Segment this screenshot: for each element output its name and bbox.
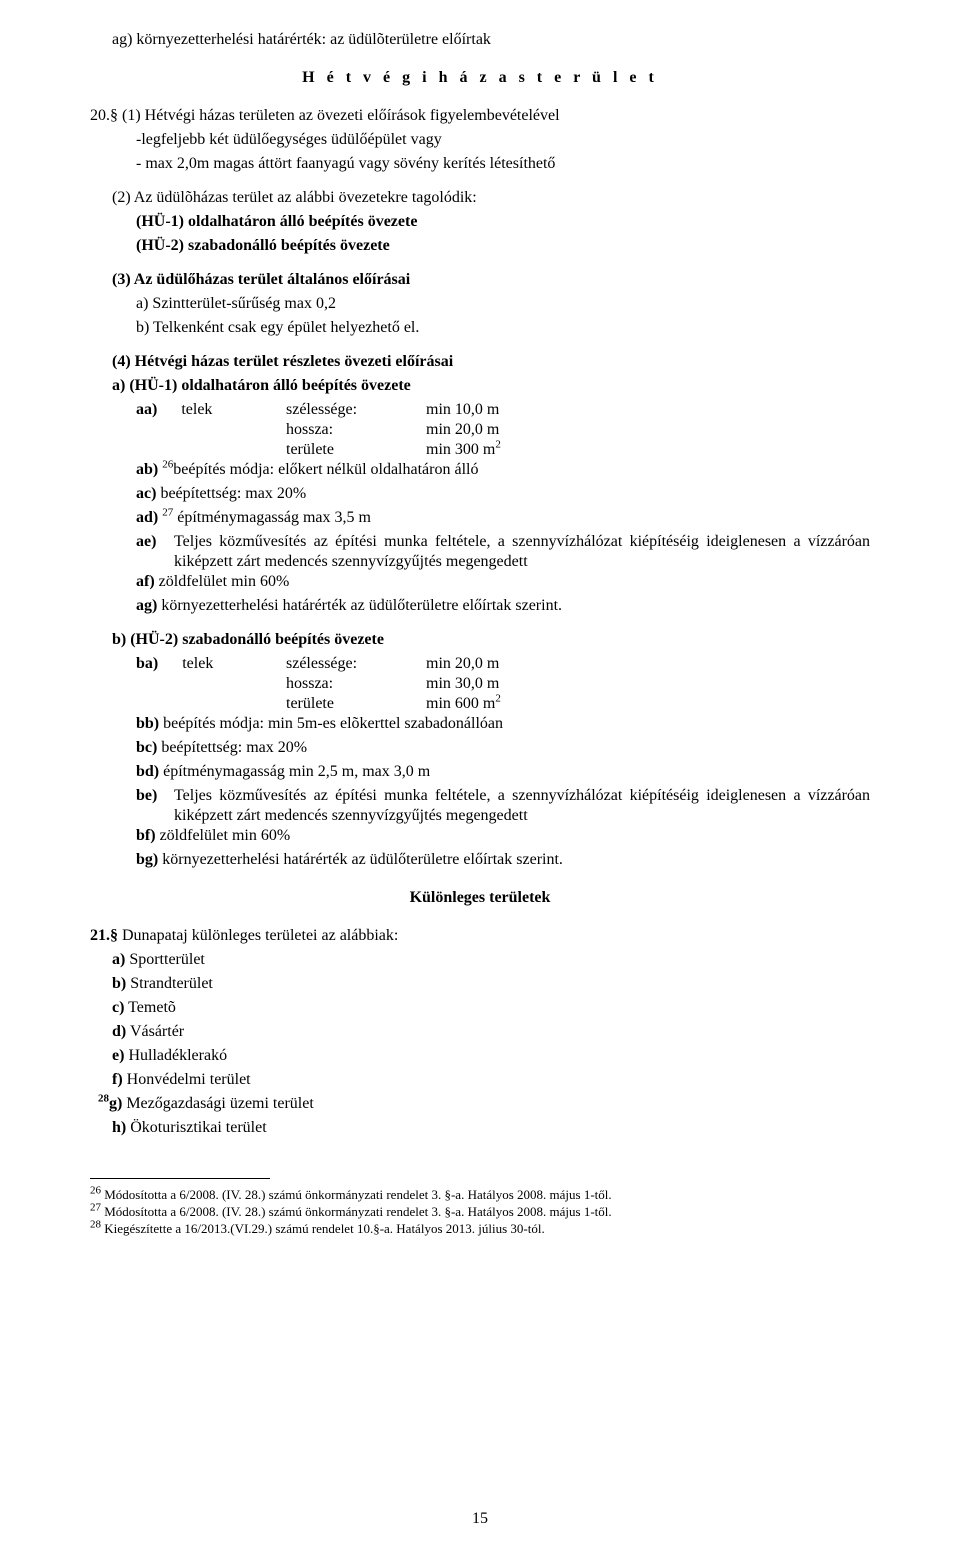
hu2-row-szelessege: ba) telek szélessége: min 20,0 m <box>90 654 870 674</box>
key: szélessége: <box>286 654 426 674</box>
s20-p3: (3) Az üdülőházas terület általános előí… <box>90 270 870 290</box>
text: ag) környezetterhelési határérték: az üd… <box>112 30 870 50</box>
hu1-ad: ad) 27 építménymagasság max 3,5 m <box>90 508 870 528</box>
val: min 600 m2 <box>426 694 870 714</box>
s20-p3-b: b) Telkenként csak egy épület helyezhető… <box>90 318 870 338</box>
hu2-bg: bg) környezetterhelési határérték az üdü… <box>90 850 870 870</box>
hu2-be: be) Teljes közművesítés az építési munka… <box>90 786 870 826</box>
label-be: be) <box>136 786 174 826</box>
hu1-row-szelessege: aa) telek szélessége: min 10,0 m <box>90 400 870 420</box>
s21-g: 28g) Mezőgazdasági üzemi terület <box>90 1094 870 1114</box>
section-heading-hetvegi: H é t v é g i h á z a s t e r ü l e t <box>90 68 870 88</box>
footnote-26: 26 Módosította a 6/2008. (IV. 28.) számú… <box>90 1187 870 1204</box>
hu2-row-terulete: területe min 600 m2 <box>90 694 870 714</box>
val: min 20,0 m <box>426 420 870 440</box>
s21-a: a) Sportterület <box>90 950 870 970</box>
hu1-ag: ag) környezetterhelési határérték az üdü… <box>90 596 870 616</box>
hu2-row-hossza: hossza: min 30,0 m <box>90 674 870 694</box>
label-ba: ba) <box>136 655 158 672</box>
hu1-af: af) zöldfelület min 60% <box>90 572 870 592</box>
val: min 30,0 m <box>426 674 870 694</box>
hu1-ae: ae) Teljes közművesítés az építési munka… <box>90 532 870 572</box>
hu2-bc: bc) beépítettség: max 20% <box>90 738 870 758</box>
footnote-separator <box>90 1178 270 1179</box>
hu2-bf: bf) zöldfelület min 60% <box>90 826 870 846</box>
s20-p1-a: -legfeljebb két üdülőegységes üdülőépüle… <box>90 130 870 150</box>
hu1-row-hossza: hossza: min 20,0 m <box>90 420 870 440</box>
key: területe <box>286 694 426 714</box>
footnote-27: 27 Módosította a 6/2008. (IV. 28.) számú… <box>90 1204 870 1221</box>
s20-p1: 20.§ (1) Hétvégi házas területen az övez… <box>90 106 870 126</box>
label-telek: telek <box>182 655 213 672</box>
s21-f: f) Honvédelmi terület <box>90 1070 870 1090</box>
key: hossza: <box>286 674 426 694</box>
key: területe <box>286 440 426 460</box>
label-aa: aa) <box>136 401 157 418</box>
s21-e: e) Hulladéklerakó <box>90 1046 870 1066</box>
val: min 300 m2 <box>426 440 870 460</box>
line-ag-top: ag) környezetterhelési határérték: az üd… <box>90 30 870 50</box>
s20-p4: (4) Hétvégi házas terület részletes övez… <box>90 352 870 372</box>
val: min 20,0 m <box>426 654 870 674</box>
s20-p4-b: b) (HÜ-2) szabadonálló beépítés övezete <box>90 630 870 650</box>
document-page: ag) környezetterhelési határérték: az üd… <box>0 0 960 1547</box>
hu1-row-terulete: területe min 300 m2 <box>90 440 870 460</box>
s20-p4-a: a) (HÜ-1) oldalhatáron álló beépítés öve… <box>90 376 870 396</box>
label-ae: ae) <box>136 532 174 572</box>
hu1-ac: ac) ac) beépítettség: max 20%beépítettsé… <box>90 484 870 504</box>
page-number: 15 <box>0 1509 960 1529</box>
s20-p1-b: - max 2,0m magas áttört faanyagú vagy sö… <box>90 154 870 174</box>
key: hossza: <box>286 420 426 440</box>
s21-h: h) Ökoturisztikai terület <box>90 1118 870 1138</box>
s21-b: b) Strandterület <box>90 974 870 994</box>
s20-p3-a: a) Szintterület-sűrűség max 0,2 <box>90 294 870 314</box>
hu2-bd: bd) építménymagasság min 2,5 m, max 3,0 … <box>90 762 870 782</box>
s21-c: c) Temetõ <box>90 998 870 1018</box>
hu1-ab: ab) 26beépítés módja: előkert nélkül old… <box>90 460 870 480</box>
text: Teljes közművesítés az építési munka fel… <box>174 786 870 826</box>
label-telek: telek <box>181 401 212 418</box>
text: Teljes közművesítés az építési munka fel… <box>174 532 870 572</box>
section-heading-kulonleges: Különleges területek <box>90 888 870 908</box>
hu2-bb: bb) beépítés módja: min 5m-es elõkerttel… <box>90 714 870 734</box>
val: min 10,0 m <box>426 400 870 420</box>
key: szélessége: <box>286 400 426 420</box>
s20-p2-a: (HÜ-1) oldalhatáron álló beépítés övezet… <box>90 212 870 232</box>
s20-p2-b: (HÜ-2) szabadonálló beépítés övezete <box>90 236 870 256</box>
s21-d: d) Vásártér <box>90 1022 870 1042</box>
s21-lead: 21.§ Dunapataj különleges területei az a… <box>90 926 870 946</box>
s20-p2: (2) Az üdülõházas terület az alábbi övez… <box>90 188 870 208</box>
footnote-28: 28 Kiegészítette a 16/2013.(VI.29.) szám… <box>90 1221 870 1238</box>
